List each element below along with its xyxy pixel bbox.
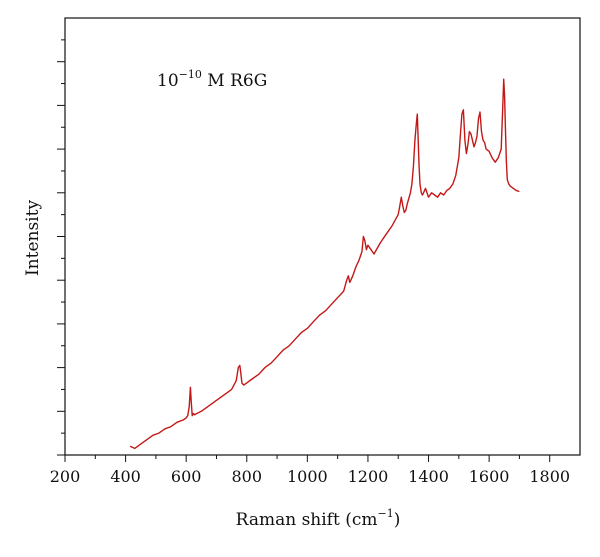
x-tick-label: 1000 bbox=[287, 467, 328, 486]
y-axis-title: Intensity bbox=[23, 200, 43, 276]
x-tick-label: 200 bbox=[50, 467, 81, 486]
x-axis-title: Raman shift (cm−1) bbox=[236, 507, 401, 530]
x-tick-label: 1800 bbox=[529, 467, 570, 486]
x-tick-label: 400 bbox=[110, 467, 141, 486]
x-tick-label: 800 bbox=[231, 467, 262, 486]
x-tick-label: 1400 bbox=[408, 467, 449, 486]
x-tick-label: 600 bbox=[171, 467, 202, 486]
spectrum-line bbox=[129, 78, 520, 450]
ticks: 200 400 600 800 1000 1200 1400 1600 1800 bbox=[50, 39, 570, 486]
annotation-exponent: −10 bbox=[179, 68, 202, 81]
x-tick-label: 1200 bbox=[348, 467, 389, 486]
annotation-rest: M R6G bbox=[202, 71, 267, 91]
x-tick-label: 1600 bbox=[469, 467, 510, 486]
x-axis-title-text: Raman shift (cm bbox=[236, 510, 378, 530]
annotation-label: 10−10 M R6G bbox=[157, 68, 267, 91]
axes bbox=[64, 17, 581, 456]
annotation-base: 10 bbox=[157, 71, 179, 91]
x-axis-title-close: ) bbox=[394, 510, 401, 530]
x-axis-title-exponent: −1 bbox=[377, 507, 393, 520]
plot-frame bbox=[64, 17, 581, 456]
series-layer bbox=[129, 78, 520, 450]
